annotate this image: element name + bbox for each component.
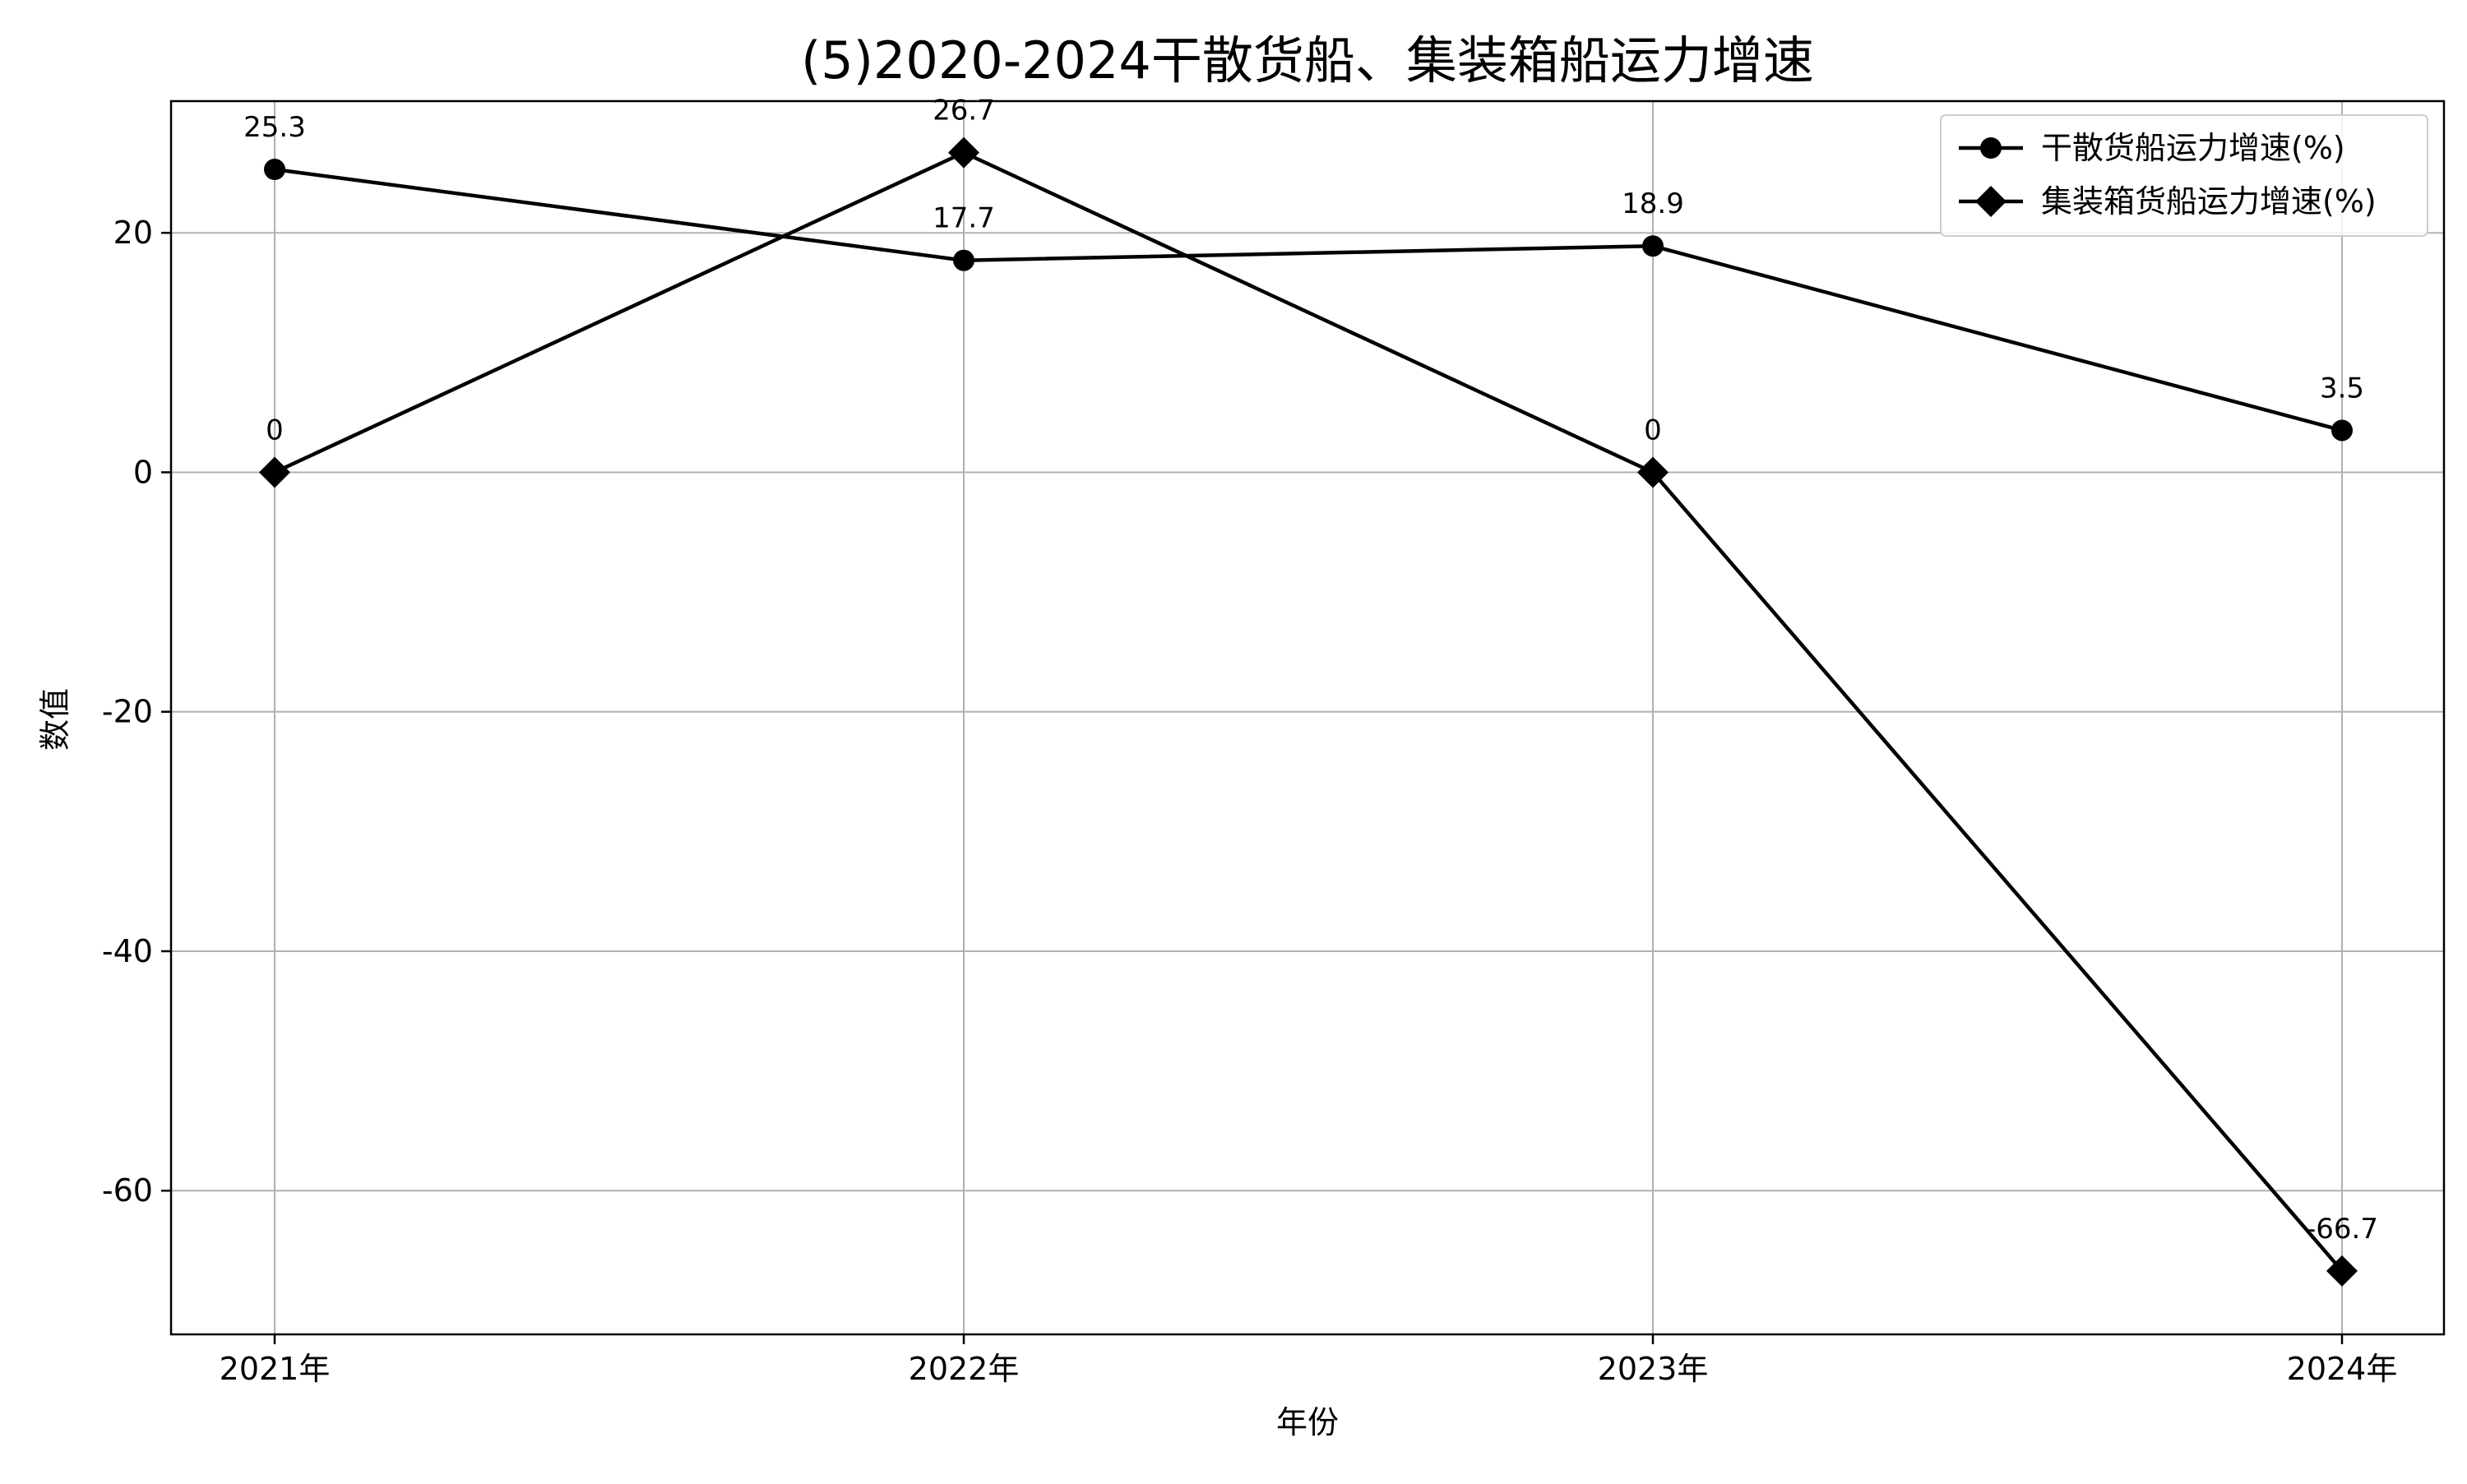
x-axis-label: 年份	[1276, 1404, 1339, 1440]
legend-item: 集装箱货船运力增速(%)	[1959, 183, 2377, 220]
x-tick-label: 2023年	[1598, 1351, 1709, 1387]
data-label: 0	[1644, 414, 1662, 446]
chart-title: (5)2020-2024干散货船、集装箱船运力增速	[801, 30, 1814, 90]
circle-point	[2331, 419, 2353, 442]
diamond-point	[2326, 1255, 2358, 1287]
x-tick-label: 2024年	[2287, 1351, 2398, 1387]
data-label-layer: 25.3 17.7 18.9 3.5 0 26.7 0 -66.7	[243, 95, 2378, 1246]
y-tick-label: -60	[102, 1172, 153, 1209]
series-line	[274, 150, 2344, 1273]
data-label: 17.7	[933, 202, 995, 235]
data-label: 3.5	[2320, 372, 2364, 405]
circle-point	[1642, 235, 1664, 257]
y-axis-label: 数值	[37, 688, 73, 751]
y-tick-label: 20	[113, 215, 153, 251]
legend-box	[1940, 114, 2428, 237]
data-label: 25.3	[243, 111, 306, 144]
legend-item: 干散货船运力增速(%)	[1959, 130, 2345, 166]
legend: 干散货船运力增速(%) 集装箱货船运力增速(%)	[1940, 114, 2428, 237]
series-1	[264, 159, 2353, 442]
series-line	[274, 167, 2343, 432]
diamond-point	[1637, 456, 1669, 488]
x-tick-label: 2022年	[909, 1351, 1020, 1387]
legend-label: 集装箱货船运力增速(%)	[2041, 183, 2377, 220]
data-label: 26.7	[933, 95, 995, 127]
data-label: 0	[266, 414, 284, 446]
y-tick-label: 0	[133, 454, 153, 490]
x-tick-label: 2021年	[220, 1351, 331, 1387]
circle-point	[264, 159, 285, 181]
y-tick-label: -40	[102, 933, 153, 969]
diamond-legend-marker	[1975, 186, 2006, 217]
data-label: 18.9	[1622, 187, 1684, 220]
legend-label: 干散货船运力增速(%)	[2041, 130, 2345, 166]
data-label: -66.7	[2306, 1213, 2378, 1246]
plot-frame	[169, 99, 2446, 1336]
diamond-point	[259, 456, 290, 488]
grid-layer	[171, 101, 2444, 1334]
y-tick-label: -20	[102, 694, 153, 730]
circle-legend-marker	[1980, 137, 2002, 159]
circle-point	[953, 249, 974, 271]
series-layer	[259, 136, 2358, 1287]
diamond-point	[948, 136, 979, 169]
series-2	[259, 136, 2358, 1287]
tick-layer: -60 -40 -20 0 20 2021年 2022年 2023年 2024年	[102, 215, 2397, 1387]
